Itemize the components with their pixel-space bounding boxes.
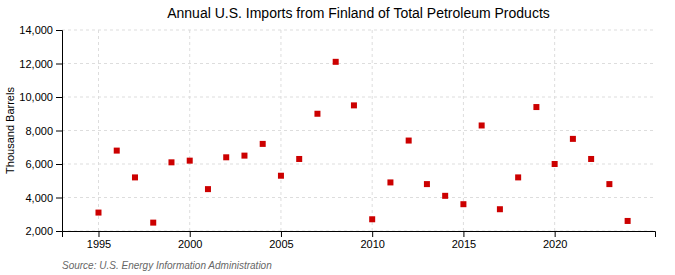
tick: 1995: [87, 231, 111, 250]
point: [625, 218, 631, 224]
tick-mark: [555, 231, 556, 237]
grid-line: [62, 164, 655, 165]
point: [369, 216, 375, 222]
tick-label: 2020: [543, 238, 567, 250]
point: [533, 104, 539, 110]
axis-line: [56, 31, 63, 232]
point: [278, 173, 284, 179]
point: [406, 138, 412, 144]
tick-label: 12,000: [19, 58, 53, 70]
plot-area: 1995 2000 2005 2010 2015 2020 2,000 4,000 6,000 8…: [19, 24, 655, 250]
tick-label: 2010: [360, 238, 384, 250]
point: [168, 159, 174, 165]
chart: 1995 2000 2005 2010 2015 2020 2,000 4,000 6,000 8…: [0, 0, 675, 275]
point: [424, 181, 430, 187]
tick: 8,000: [25, 125, 62, 137]
point: [552, 161, 558, 167]
source-note: Source: U.S. Energy Information Administ…: [62, 260, 272, 271]
tick-label: 4,000: [25, 192, 53, 204]
point: [515, 174, 521, 180]
grid-line: [280, 30, 281, 231]
grid-line: [98, 30, 99, 231]
tick: 6,000: [25, 158, 62, 170]
point: [333, 59, 339, 65]
tick-label: 8,000: [25, 125, 53, 137]
tick-mark: [281, 231, 282, 237]
tick-mark: [98, 231, 99, 237]
grid-line: [62, 30, 655, 31]
title: Annual U.S. Imports from Finland of Tota…: [167, 5, 550, 21]
point: [205, 186, 211, 192]
axis-line: [63, 232, 656, 238]
grid-line: [463, 30, 464, 231]
tick-mark: [56, 131, 62, 132]
points: [95, 59, 630, 226]
tick-label: 6,000: [25, 158, 53, 170]
point: [497, 206, 503, 212]
tick-label: 1995: [87, 238, 111, 250]
point: [260, 141, 266, 147]
point: [588, 156, 594, 162]
tick: 12,000: [19, 58, 62, 70]
point: [187, 158, 193, 164]
tick: 4,000: [25, 192, 62, 204]
point: [479, 122, 485, 128]
tick-label: 2015: [452, 238, 476, 250]
y-axis: 2,000 4,000 6,000 8,000 10,000 12,000 14,000: [19, 24, 62, 237]
tick-mark: [463, 231, 464, 237]
tick-mark: [190, 231, 191, 237]
point: [606, 181, 612, 187]
point: [351, 102, 357, 108]
tick-label: 2005: [269, 238, 293, 250]
tick-mark: [56, 30, 62, 31]
tick-mark: [56, 97, 62, 98]
point: [460, 201, 466, 207]
grid-line: [62, 197, 655, 198]
x-axis: 1995 2000 2005 2010 2015 2020: [63, 231, 656, 250]
point: [314, 111, 320, 117]
point: [114, 148, 120, 154]
tick-label: 10,000: [19, 91, 53, 103]
grid: [62, 30, 655, 231]
tick-mark: [372, 231, 373, 237]
grid-line: [62, 130, 655, 131]
grid-line: [189, 30, 190, 231]
tick: 2005: [269, 231, 293, 250]
grid-line: [372, 30, 373, 231]
tick-mark: [56, 164, 62, 165]
tick-label: 2,000: [25, 225, 53, 237]
point: [95, 210, 101, 216]
tick: 2015: [452, 231, 476, 250]
point: [442, 193, 448, 199]
tick: 2010: [360, 231, 384, 250]
tick-label: 2000: [178, 238, 202, 250]
tick: 10,000: [19, 91, 62, 103]
grid-line: [554, 30, 555, 231]
point: [570, 136, 576, 142]
tick: 2,000: [25, 225, 62, 237]
point: [387, 179, 393, 185]
tick-mark: [56, 198, 62, 199]
y-axis-title: Thousand Barrels: [4, 87, 16, 174]
tick-label: 14,000: [19, 24, 53, 36]
grid-line: [62, 97, 655, 98]
point: [132, 174, 138, 180]
point: [241, 153, 247, 159]
point: [150, 220, 156, 226]
tick-mark: [56, 64, 62, 65]
tick: 14,000: [19, 24, 62, 36]
tick-mark: [56, 231, 62, 232]
point: [223, 154, 229, 160]
tick: 2020: [543, 231, 567, 250]
point: [296, 156, 302, 162]
grid-line: [62, 63, 655, 64]
tick: 2000: [178, 231, 202, 250]
